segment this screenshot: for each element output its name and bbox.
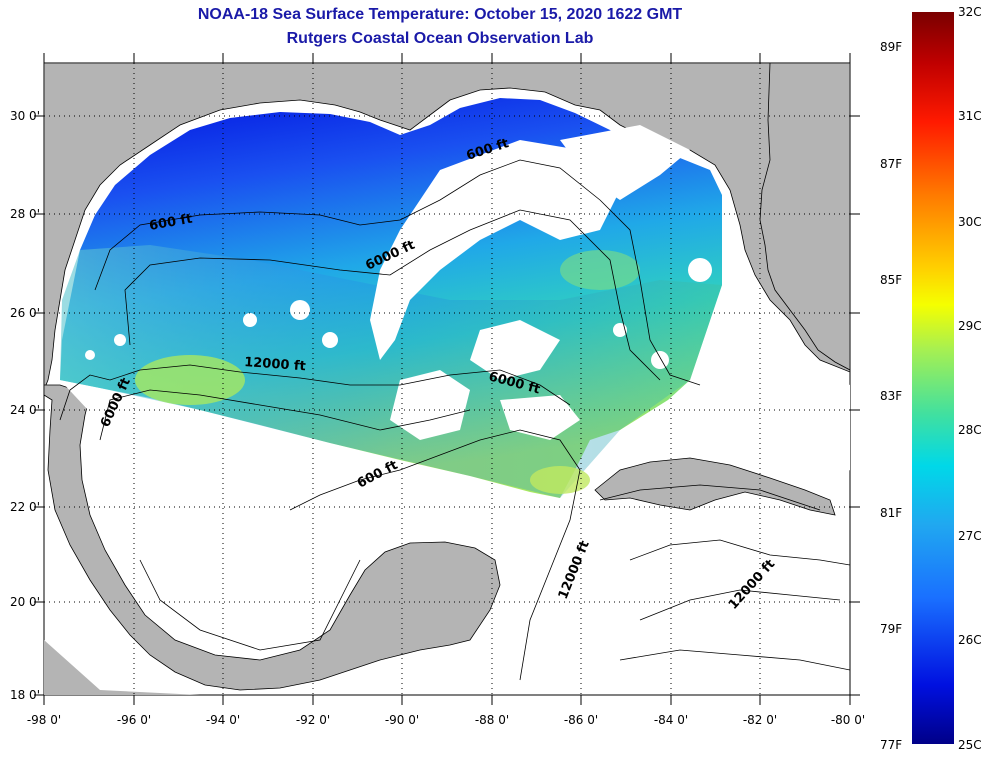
lat-label: 24 0' (10, 403, 40, 417)
fahrenheit-label: 85F (880, 273, 903, 287)
axis-ticks (34, 53, 860, 705)
fahrenheit-label: 89F (880, 40, 903, 54)
lat-label: 28 0' (10, 207, 40, 221)
lat-label: 30 0' (10, 109, 40, 123)
land-mexico (44, 384, 501, 691)
lat-label: 18 0' (10, 688, 40, 702)
bathymetry-contours (59, 159, 850, 681)
land-florida (759, 63, 850, 371)
lon-label: -94 0' (206, 713, 240, 727)
axis-labels: -98 0' -96 0' -94 0' -92 0' -90 0' -88 0… (10, 109, 865, 727)
lon-label: -88 0' (475, 713, 509, 727)
lon-label: -84 0' (654, 713, 688, 727)
lat-label: 22 0' (10, 500, 40, 514)
contour-label-12000-a: 12000 ft (244, 355, 307, 374)
temperature-colorbar (912, 12, 954, 744)
celsius-label: 27C (958, 529, 982, 543)
lon-label: -82 0' (743, 713, 777, 727)
celsius-label: 29C (958, 319, 982, 333)
sst-map: 600 ft 600 ft 600 ft 6000 ft 6000 ft 600… (10, 53, 865, 727)
land-central-america (44, 640, 200, 695)
warm-patch-south (530, 466, 590, 494)
lon-label: -92 0' (296, 713, 330, 727)
fahrenheit-label: 81F (880, 506, 903, 520)
cloud-mask (85, 125, 712, 440)
contour-label-600-a: 600 ft (148, 212, 193, 234)
celsius-label: 31C (958, 109, 982, 123)
celsius-label: 26C (958, 633, 982, 647)
fahrenheit-label: 77F (880, 738, 903, 752)
fahrenheit-label: 87F (880, 157, 903, 171)
celsius-label: 30C (958, 215, 982, 229)
map-subtitle: Rutgers Coastal Ocean Observation Lab (286, 30, 594, 47)
fahrenheit-label: 79F (880, 622, 903, 636)
lon-label: -90 0' (385, 713, 419, 727)
lat-label: 26 0' (10, 306, 40, 320)
lon-label: -96 0' (117, 713, 151, 727)
celsius-label: 25C (958, 738, 982, 752)
fahrenheit-label: 83F (880, 389, 903, 403)
warm-patch-west (135, 355, 245, 405)
lon-label: -86 0' (564, 713, 598, 727)
celsius-label: 32C (958, 5, 982, 19)
warm-patch-east (560, 250, 640, 290)
celsius-label: 28C (958, 423, 982, 437)
lat-label: 20 0' (10, 595, 40, 609)
map-title: NOAA-18 Sea Surface Temperature: October… (197, 6, 683, 23)
lon-label: -80 0' (831, 713, 865, 727)
lon-label: -98 0' (27, 713, 61, 727)
graticule (44, 63, 850, 695)
